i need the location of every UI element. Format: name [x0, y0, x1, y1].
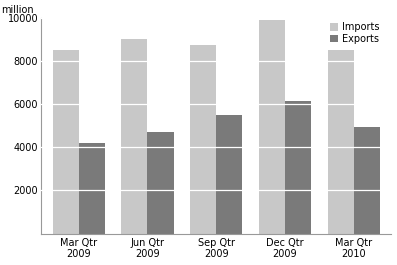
Bar [190, 45, 216, 234]
Bar [121, 39, 147, 234]
Bar [79, 143, 105, 234]
Bar [259, 20, 285, 234]
Bar [285, 101, 311, 234]
Bar [354, 127, 380, 234]
Bar [147, 132, 173, 234]
Legend: Imports, Exports: Imports, Exports [330, 23, 380, 44]
Bar [216, 115, 242, 234]
Text: million: million [1, 6, 33, 15]
Bar [328, 50, 354, 234]
Bar [53, 50, 79, 234]
